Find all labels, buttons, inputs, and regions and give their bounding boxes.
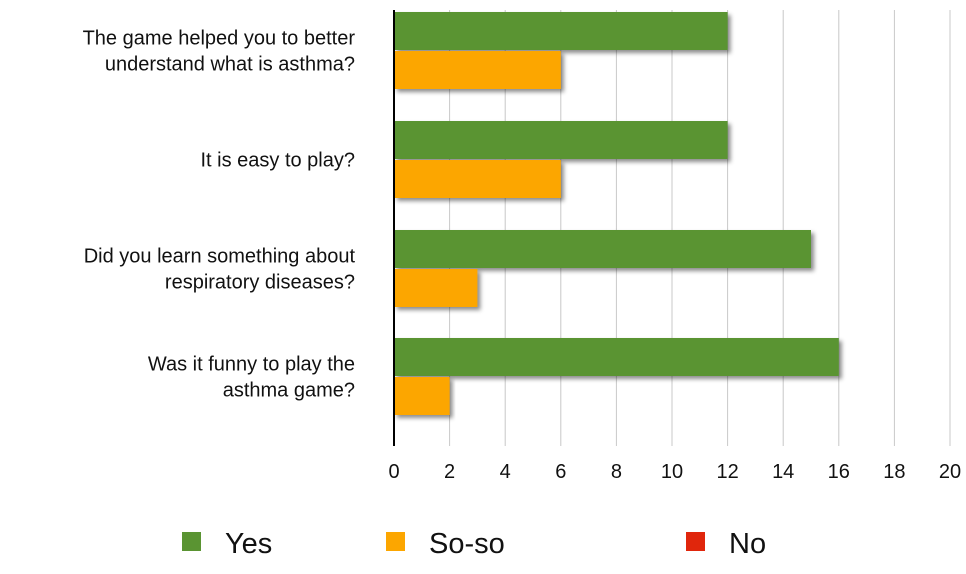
bar-so-so-3 bbox=[394, 377, 450, 415]
category-label-line: Was it funny to play the bbox=[148, 354, 355, 376]
legend: Yes So-so No bbox=[182, 528, 766, 560]
bar-yes-2 bbox=[394, 230, 811, 268]
x-tick-label: 18 bbox=[883, 461, 905, 483]
x-tick-label: 10 bbox=[661, 461, 683, 483]
category-labels: The game helped you to better understand … bbox=[83, 28, 356, 402]
category-label: Did you learn something about respiratory… bbox=[84, 246, 356, 294]
legend-swatch bbox=[686, 532, 705, 551]
category-label-line: Did you learn something about bbox=[84, 246, 356, 268]
legend-item-yes: Yes bbox=[182, 528, 272, 560]
bar-so-so-2 bbox=[394, 269, 478, 307]
category-label: The game helped you to better understand … bbox=[83, 28, 356, 76]
bar-yes-0 bbox=[394, 12, 728, 50]
legend-label: Yes bbox=[225, 528, 272, 560]
legend-swatch bbox=[386, 532, 405, 551]
bars bbox=[394, 12, 839, 415]
legend-label: No bbox=[729, 528, 766, 560]
x-tick-label: 8 bbox=[611, 461, 622, 483]
x-tick-label: 12 bbox=[716, 461, 738, 483]
x-tick-labels: 0 2 4 6 8 10 12 14 16 18 20 bbox=[388, 461, 961, 483]
category-label-line: respiratory diseases? bbox=[165, 272, 355, 294]
category-label-line: understand what is asthma? bbox=[105, 54, 355, 76]
x-tick-label: 6 bbox=[555, 461, 566, 483]
category-label: Was it funny to play the asthma game? bbox=[148, 354, 355, 402]
legend-item-no: No bbox=[686, 528, 766, 560]
x-tick-label: 20 bbox=[939, 461, 961, 483]
category-label-line: It is easy to play? bbox=[200, 150, 355, 172]
x-tick-label: 2 bbox=[444, 461, 455, 483]
category-label-line: The game helped you to better bbox=[83, 28, 356, 50]
bar-so-so-1 bbox=[394, 160, 561, 198]
bar-so-so-0 bbox=[394, 51, 561, 89]
category-label: It is easy to play? bbox=[200, 150, 355, 172]
legend-label: So-so bbox=[429, 528, 505, 560]
bar-yes-3 bbox=[394, 338, 839, 376]
legend-swatch bbox=[182, 532, 201, 551]
x-tick-label: 4 bbox=[500, 461, 511, 483]
x-tick-label: 0 bbox=[388, 461, 399, 483]
x-tick-label: 14 bbox=[772, 461, 794, 483]
legend-item-so-so: So-so bbox=[386, 528, 505, 560]
bar-yes-1 bbox=[394, 121, 728, 159]
x-tick-label: 16 bbox=[828, 461, 850, 483]
category-label-line: asthma game? bbox=[223, 380, 355, 402]
